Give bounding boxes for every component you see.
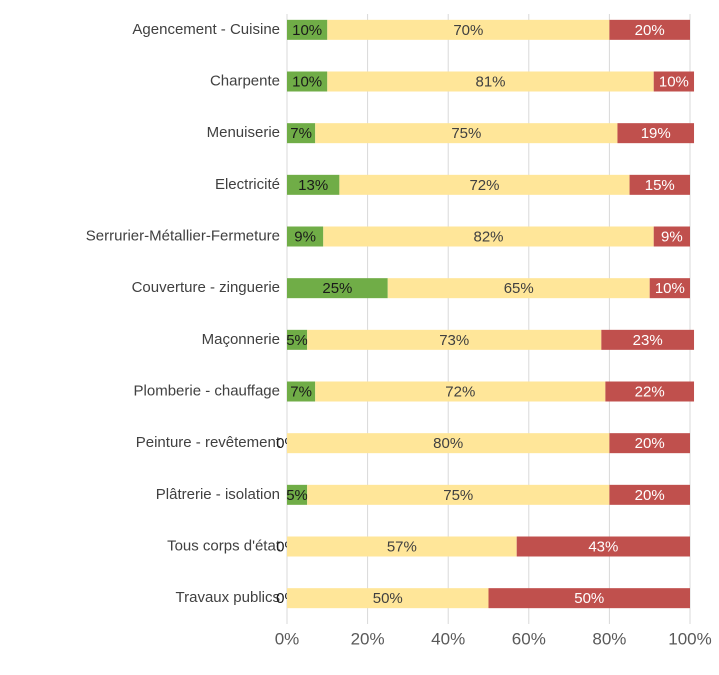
bar-segment [649, 278, 690, 299]
bar-segment [307, 484, 610, 505]
bar-segment [287, 484, 308, 505]
bar-segment [287, 329, 308, 350]
data-label: 75% [451, 125, 481, 142]
data-label: 10% [292, 22, 322, 39]
bar-segment [617, 123, 695, 144]
bar-segment [609, 484, 690, 505]
data-label: 20% [635, 22, 665, 39]
data-label: 23% [633, 332, 663, 349]
data-label: 20% [635, 435, 665, 452]
y-tick-label: Couverture - zinguerie [132, 279, 280, 296]
x-tick-label: 0% [275, 629, 300, 648]
data-label: 72% [469, 177, 499, 194]
data-label: 75% [443, 487, 473, 504]
y-tick-label: Menuiserie [207, 124, 280, 141]
y-tick-label: Serrurier-Métallier-Fermeture [86, 227, 280, 244]
y-tick-label: Travaux publics [176, 589, 281, 606]
bar-segment [327, 19, 610, 40]
bar-segment [287, 226, 324, 247]
y-tick-label: Charpente [210, 72, 280, 89]
y-tick-label: Plâtrerie - isolation [156, 486, 280, 503]
bar-segment [339, 174, 630, 195]
y-tick-label: Peinture - revêtement [136, 434, 281, 451]
data-label: 73% [439, 332, 469, 349]
data-label: 13% [298, 177, 328, 194]
data-label: 80% [433, 435, 463, 452]
bar-segment [315, 123, 618, 144]
data-label: 43% [588, 538, 618, 555]
data-label: 72% [445, 383, 475, 400]
bar-segment [653, 226, 690, 247]
data-label: 50% [373, 590, 403, 607]
bar-segment [516, 536, 690, 557]
bar-segment [287, 19, 328, 40]
bar-segment [287, 536, 517, 557]
bar-segment [323, 226, 654, 247]
x-tick-label: 100% [668, 629, 711, 648]
data-label: 22% [635, 383, 665, 400]
data-label: 57% [387, 538, 417, 555]
data-label: 81% [475, 73, 505, 90]
bar-segment [653, 71, 695, 92]
data-label: 9% [661, 228, 683, 245]
data-label: 65% [504, 280, 534, 297]
bar-segment [601, 329, 695, 350]
data-label: 82% [473, 228, 503, 245]
data-label: 10% [292, 73, 322, 90]
data-label: 25% [322, 280, 352, 297]
bar-segment [287, 381, 316, 402]
bar-segment [287, 278, 388, 299]
bar-segment [287, 71, 328, 92]
data-label: 19% [641, 125, 671, 142]
bar-segment [609, 433, 690, 454]
bar-segment [605, 381, 695, 402]
bar-segment [488, 588, 690, 609]
data-label: 9% [294, 228, 316, 245]
x-tick-label: 40% [431, 629, 465, 648]
data-label: 7% [290, 383, 312, 400]
data-label: 5% [286, 332, 308, 349]
y-tick-label: Electricité [215, 176, 280, 193]
bar-segment [287, 433, 610, 454]
data-label: 10% [655, 280, 685, 297]
data-label: 20% [635, 487, 665, 504]
y-tick-label: Plomberie - chauffage [134, 382, 280, 399]
y-tick-label: Tous corps d'état [167, 537, 281, 554]
bar-segment [307, 329, 602, 350]
data-label: 10% [659, 73, 689, 90]
bar-segment [315, 381, 606, 402]
bar-segment [287, 123, 316, 144]
data-label: 50% [574, 590, 604, 607]
bar-segment [287, 588, 489, 609]
x-tick-label: 20% [351, 629, 385, 648]
y-tick-label: Agencement - Cuisine [132, 21, 280, 38]
bar-segment [387, 278, 650, 299]
x-tick-label: 80% [592, 629, 626, 648]
data-label: 5% [286, 487, 308, 504]
bar-segment [609, 19, 690, 40]
bar-segment [629, 174, 690, 195]
data-label: 15% [645, 177, 675, 194]
bar-segment [287, 174, 340, 195]
data-label: 70% [453, 22, 483, 39]
x-tick-label: 60% [512, 629, 546, 648]
data-label: 7% [290, 125, 312, 142]
y-tick-label: Maçonnerie [202, 331, 280, 348]
bar-segment [327, 71, 654, 92]
